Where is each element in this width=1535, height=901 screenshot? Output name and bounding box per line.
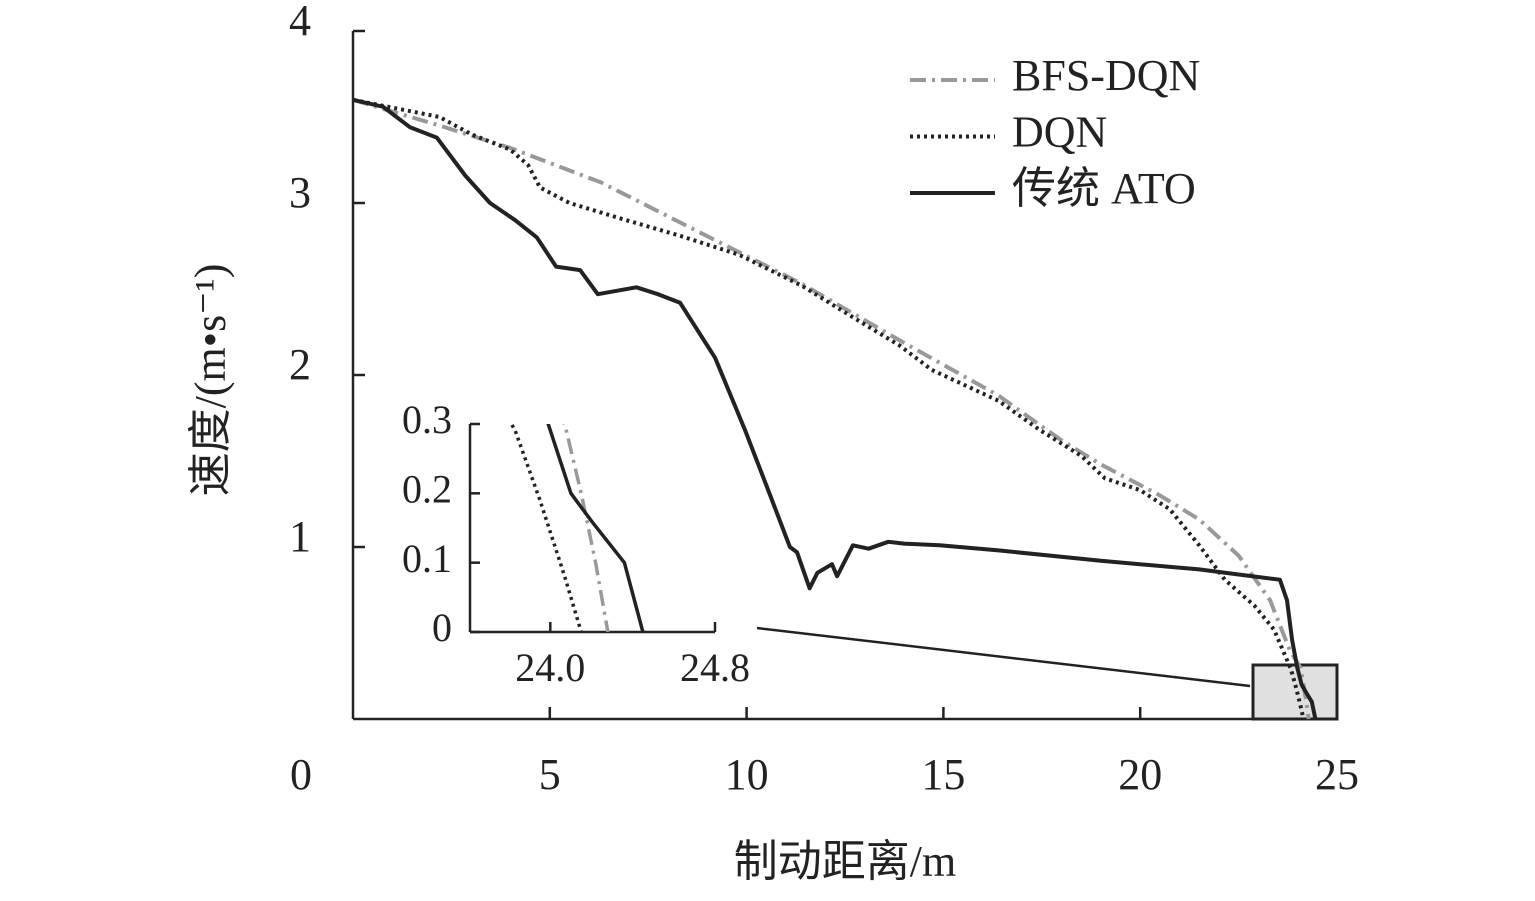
y-axis-label: 速度/(m•s⁻¹) [186, 264, 235, 497]
inset-y-tick-label: 0.2 [402, 467, 452, 512]
inset-y-tick-label: 0.1 [402, 536, 452, 581]
x-tick-label: 25 [1315, 750, 1359, 799]
x-tick-label: 10 [725, 750, 769, 799]
x-tick-label: 5 [539, 750, 561, 799]
y-tick-label: 4 [289, 0, 311, 45]
inset-y-tick-label: 0 [432, 605, 452, 650]
inset-x-tick-label: 24.0 [515, 645, 585, 690]
series-line [352, 97, 1311, 720]
series-line [352, 97, 1306, 720]
x-tick-label: 20 [1118, 750, 1162, 799]
x-axis-label: 制动距离/m [734, 837, 956, 886]
y-tick-label: 2 [289, 340, 311, 389]
y-tick-label: 3 [289, 168, 311, 217]
inset: 0 0.1 0.2 0.3 24.0 24.8 [402, 397, 750, 690]
y-tick-label: 1 [289, 512, 311, 561]
series-line [352, 97, 1318, 720]
inset-x-tick-label: 24.8 [680, 645, 750, 690]
legend-label: DQN [1012, 108, 1107, 157]
legend-label: 传统 ATO [1012, 164, 1196, 213]
x-tick-label: 15 [921, 750, 965, 799]
zoom-box [1251, 663, 1339, 721]
x-tick-label: 0 [290, 750, 312, 799]
inset-y-tick-label: 0.3 [402, 397, 452, 442]
zoom-connector [756, 626, 1251, 688]
legend-label: BFS-DQN [1012, 51, 1200, 100]
